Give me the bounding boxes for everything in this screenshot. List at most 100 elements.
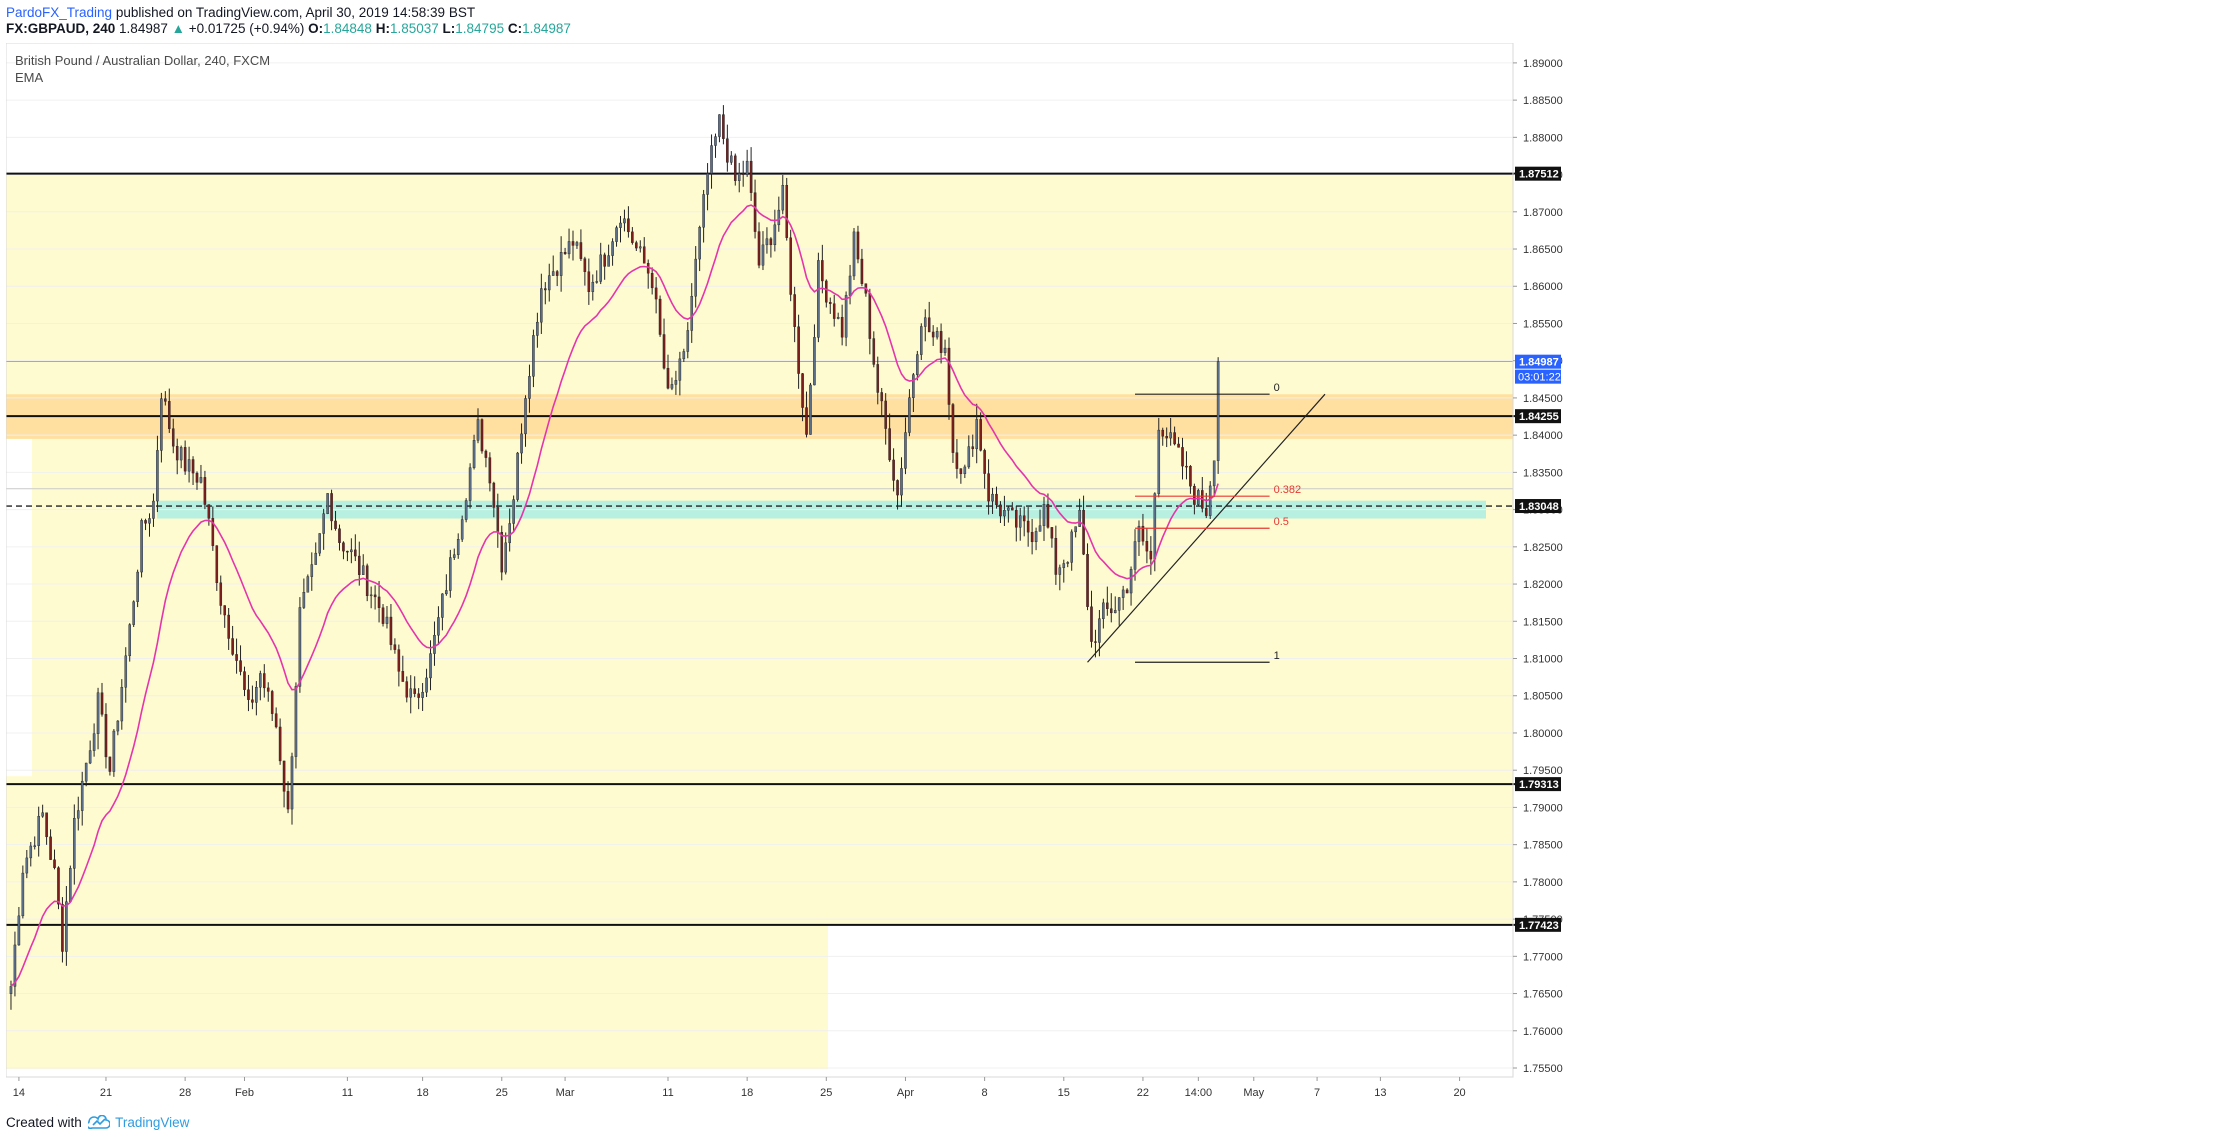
candle-bullish[interactable] <box>476 408 480 444</box>
candle-bearish[interactable] <box>168 388 171 433</box>
candle-bullish[interactable] <box>1117 597 1121 626</box>
candle-bullish[interactable] <box>73 804 76 885</box>
candle-bullish[interactable] <box>326 493 329 515</box>
candle-bullish[interactable] <box>916 350 919 381</box>
candle-bearish[interactable] <box>203 470 207 510</box>
candle-bullish[interactable] <box>464 498 468 523</box>
candle-bearish[interactable] <box>876 356 880 405</box>
candle-bullish[interactable] <box>385 606 389 629</box>
candle-bullish[interactable] <box>361 554 365 575</box>
candle-bearish[interactable] <box>219 575 223 615</box>
candle-bearish[interactable] <box>1109 593 1113 623</box>
candle-bearish[interactable] <box>955 439 959 479</box>
candle-bullish[interactable] <box>298 597 302 693</box>
candle-bearish[interactable] <box>346 550 349 562</box>
candle-bullish[interactable] <box>836 312 840 320</box>
candle-bullish[interactable] <box>547 263 551 302</box>
candle-bullish[interactable] <box>943 339 947 356</box>
candle-bullish[interactable] <box>456 533 460 559</box>
candle-bullish[interactable] <box>1058 564 1062 591</box>
candle-bearish[interactable] <box>939 323 943 364</box>
candle-bullish[interactable] <box>508 508 511 552</box>
candle-bearish[interactable] <box>654 277 658 314</box>
candle-bullish[interactable] <box>41 804 44 818</box>
candle-bullish[interactable] <box>1007 505 1010 523</box>
candle-bullish[interactable] <box>559 236 563 292</box>
candle-bearish[interactable] <box>231 625 234 656</box>
candle-bearish[interactable] <box>1177 437 1180 448</box>
candle-bearish[interactable] <box>251 685 254 710</box>
candle-bearish[interactable] <box>1030 518 1034 555</box>
chart-area[interactable]: 00.3820.511.890001.885001.880001.875001.… <box>5 42 2235 1107</box>
candle-bearish[interactable] <box>262 664 266 698</box>
candle-bullish[interactable] <box>773 209 777 252</box>
candle-bearish[interactable] <box>749 147 753 201</box>
candle-bearish[interactable] <box>840 304 844 346</box>
candle-bullish[interactable] <box>1034 527 1038 551</box>
candle-bearish[interactable] <box>274 707 278 729</box>
candle-bullish[interactable] <box>160 392 163 463</box>
candle-bearish[interactable] <box>223 605 226 628</box>
candle-bearish[interactable] <box>1011 502 1014 511</box>
candle-bearish[interactable] <box>1022 506 1026 537</box>
candle-bullish[interactable] <box>1003 495 1006 526</box>
candle-bearish[interactable] <box>947 337 951 420</box>
candle-bearish[interactable] <box>1050 527 1054 548</box>
candle-bearish[interactable] <box>342 541 345 560</box>
candle-bullish[interactable] <box>1212 460 1216 498</box>
price-chart[interactable]: 00.3820.511.890001.885001.880001.875001.… <box>5 42 2235 1107</box>
candle-bearish[interactable] <box>45 812 48 845</box>
candle-bearish[interactable] <box>393 638 397 654</box>
candle-bearish[interactable] <box>1125 588 1129 594</box>
candle-bearish[interactable] <box>357 541 361 586</box>
candle-bearish[interactable] <box>175 438 179 475</box>
candle-bearish[interactable] <box>828 297 832 314</box>
candle-bullish[interactable] <box>623 209 626 232</box>
candle-bullish[interactable] <box>259 670 262 701</box>
candle-bearish[interactable] <box>61 897 64 963</box>
candle-bearish[interactable] <box>789 229 792 302</box>
candle-bearish[interactable] <box>1090 590 1093 648</box>
candle-bearish[interactable] <box>266 682 270 702</box>
candle-bullish[interactable] <box>1070 529 1073 571</box>
candle-bearish[interactable] <box>872 331 876 368</box>
candle-bullish[interactable] <box>852 228 856 281</box>
candle-bearish[interactable] <box>987 459 990 515</box>
candle-bearish[interactable] <box>880 387 884 418</box>
candle-bullish[interactable] <box>425 668 428 698</box>
candle-bullish[interactable] <box>452 548 456 561</box>
candle-bullish[interactable] <box>152 493 155 527</box>
candle-bearish[interactable] <box>951 403 955 463</box>
candle-bearish[interactable] <box>544 282 547 305</box>
candle-bullish[interactable] <box>1129 566 1133 606</box>
candle-bullish[interactable] <box>369 586 373 609</box>
candle-bearish[interactable] <box>215 545 219 591</box>
candle-bearish[interactable] <box>1145 527 1149 564</box>
candle-bullish[interactable] <box>702 189 705 243</box>
candle-bullish[interactable] <box>674 370 678 395</box>
candle-bullish[interactable] <box>1102 598 1105 629</box>
candle-bearish[interactable] <box>927 301 931 333</box>
candle-bearish[interactable] <box>338 524 341 551</box>
candle-bearish[interactable] <box>397 644 401 687</box>
candle-bullish[interactable] <box>967 435 971 469</box>
candle-bullish[interactable] <box>718 114 721 143</box>
candle-bearish[interactable] <box>235 638 238 674</box>
candle-bearish[interactable] <box>603 252 606 280</box>
candle-bearish[interactable] <box>1165 427 1168 448</box>
candle-bearish[interactable] <box>49 829 52 860</box>
candle-bullish[interactable] <box>17 906 21 946</box>
candle-bearish[interactable] <box>164 391 167 406</box>
candle-bullish[interactable] <box>619 215 622 243</box>
candle-bullish[interactable] <box>76 796 80 831</box>
candle-bearish[interactable] <box>658 295 662 337</box>
candle-bearish[interactable] <box>757 222 761 269</box>
candle-bearish[interactable] <box>896 479 899 510</box>
candle-bearish[interactable] <box>207 504 211 526</box>
candle-bearish[interactable] <box>662 318 666 370</box>
candle-bullish[interactable] <box>682 348 686 362</box>
candle-bullish[interactable] <box>290 752 294 825</box>
candle-bearish[interactable] <box>282 760 286 808</box>
candle-bearish[interactable] <box>555 269 559 287</box>
candle-bearish[interactable] <box>365 563 369 602</box>
